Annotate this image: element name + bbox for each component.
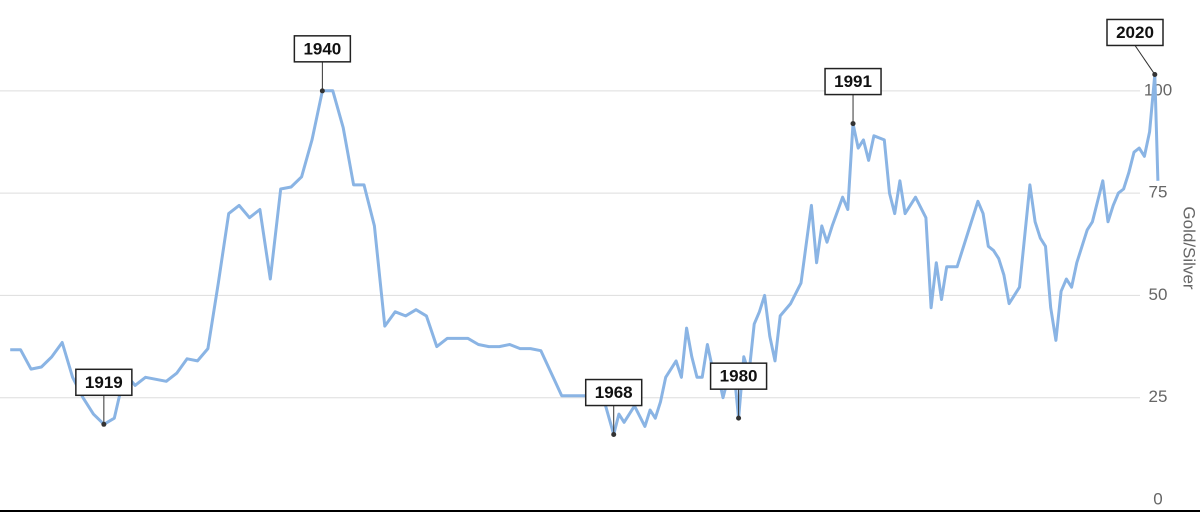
annotation-point <box>736 415 742 421</box>
annotation-box <box>824 67 882 96</box>
annotation-box <box>709 362 768 390</box>
annotation-point <box>319 88 325 94</box>
annotation-point <box>1152 71 1158 77</box>
y-tick-label: 50 <box>1149 285 1168 304</box>
annotation-box <box>75 368 133 397</box>
annotation-label: 1968 <box>595 383 633 402</box>
series-line <box>10 73 1160 436</box>
y-tick-label: 100 <box>1144 80 1172 99</box>
annotation-box <box>293 35 352 63</box>
annotation-point <box>850 121 856 127</box>
annotation-label: 1980 <box>720 367 758 386</box>
annotation-point <box>101 421 107 427</box>
annotation-leader <box>1134 45 1156 75</box>
y-tick-label: 0 <box>1153 489 1162 508</box>
annotation-label: 2020 <box>1116 23 1154 42</box>
annotation-label: 1991 <box>834 72 872 91</box>
annotation-label: 1919 <box>85 373 123 392</box>
annotation-box <box>584 378 643 407</box>
y-axis-label: Gold/Silver <box>1180 206 1199 289</box>
annotation-box <box>1106 18 1164 47</box>
y-tick-label: 75 <box>1149 183 1168 202</box>
annotation-label: 1940 <box>303 39 341 58</box>
y-tick-label: 25 <box>1149 387 1168 406</box>
annotation-point <box>611 432 617 438</box>
